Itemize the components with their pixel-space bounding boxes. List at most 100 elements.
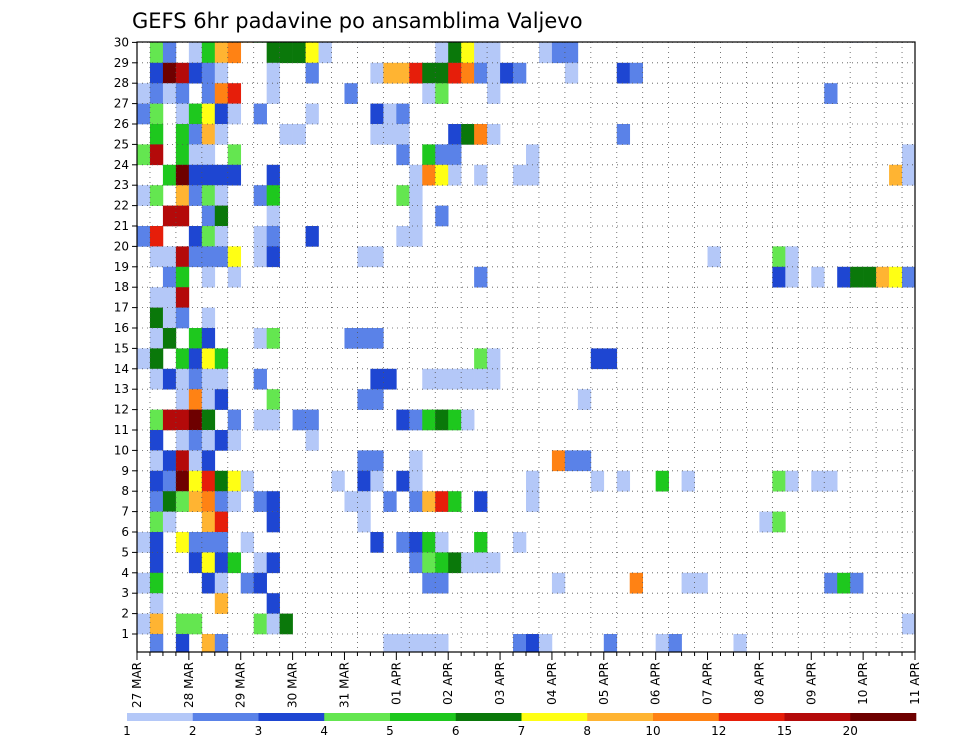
heatmap-cell [214,552,229,574]
x-tick-label: 02 APR [441,662,455,705]
heatmap-cell [396,185,410,206]
heatmap-cell [149,593,164,614]
heatmap-cell [201,389,216,410]
heatmap-cell [188,226,203,247]
heatmap-cell [902,266,916,288]
heatmap-cell [175,634,190,653]
heatmap-cell [305,430,319,451]
heatmap-cell [227,470,242,492]
heatmap-cell [474,348,488,370]
heatmap-cell [214,164,229,186]
heatmap-cell [396,226,410,247]
heatmap-cell [292,409,306,431]
heatmap-cell [214,593,229,614]
heatmap-cell [590,470,605,492]
heatmap-cell [188,430,203,451]
x-tick-label: 01 APR [389,662,403,705]
heatmap-cell [201,409,216,431]
heatmap-cell [409,470,423,492]
heatmap-cell [266,613,280,635]
heatmap-cell [409,185,423,206]
heatmap-cell [175,450,190,472]
x-tick-label: 08 APR [752,662,766,705]
heatmap-cell [422,83,436,104]
heatmap-cell [357,511,371,533]
heatmap-cell [357,491,371,512]
heatmap-cell [201,83,216,104]
heatmap-cell [201,552,216,574]
colorbar-label: 15 [777,724,792,738]
heatmap-cell [461,409,475,431]
heatmap-cell [824,470,838,492]
heatmap-cell [162,62,177,84]
y-tick-label: 17 [114,301,129,315]
heatmap-cell [318,42,332,64]
heatmap-cell [422,62,436,84]
heatmap-cell [590,348,605,370]
heatmap-cell [305,226,319,247]
heatmap-cell [175,613,190,635]
heatmap-cell [149,103,164,125]
heatmap-cell [175,246,190,268]
heatmap-cell [201,62,216,84]
heatmap-cell [188,185,203,206]
heatmap-cell [266,409,280,431]
heatmap-cell [175,389,190,410]
heatmap-cell [227,409,242,431]
heatmap-cell [162,491,177,512]
heatmap-cell [201,124,216,145]
heatmap-cell [175,287,190,308]
heatmap-cell [188,42,203,64]
heatmap-cell [162,470,177,492]
heatmap-cell [162,205,177,227]
heatmap-cell [435,205,449,227]
x-tick-label: 28 MAR [182,662,196,708]
heatmap-cell [227,246,242,268]
heatmap-cell [824,83,838,104]
colorbar-swatch [324,713,391,721]
heatmap-cell [149,552,164,574]
heatmap-cell [889,164,903,186]
heatmap-cell [279,124,293,145]
heatmap-cell [162,409,177,431]
heatmap-cell [137,613,151,635]
heatmap-cell [409,552,423,574]
heatmap-cell [409,450,423,472]
heatmap-cell [474,368,488,390]
y-tick-label: 23 [114,178,129,192]
heatmap-cell [461,42,475,64]
heatmap-cell [448,144,462,166]
heatmap-cell [564,42,579,64]
heatmap-cell [227,266,242,288]
heatmap-cell [214,511,229,533]
heatmap-cell [240,532,254,553]
heatmap-cell [253,572,267,594]
heatmap-cell [409,164,423,186]
heatmap-cell [188,348,203,370]
heatmap-cell [253,226,267,247]
heatmap-cell [162,368,177,390]
heatmap-cell [253,491,267,512]
heatmap-cell [214,226,229,247]
heatmap-cell [149,307,164,329]
heatmap-cell [201,491,216,512]
heatmap-cell [487,62,501,84]
heatmap-cell [137,532,151,553]
heatmap-cell [188,368,203,390]
heatmap-cell [214,389,229,410]
heatmap-cell [422,572,436,594]
heatmap-cell [409,491,423,512]
heatmap-cell [137,83,151,104]
heatmap-cell [214,103,229,125]
y-tick-label: 12 [114,403,129,417]
grid-lines [137,42,915,652]
heatmap-cell [331,470,345,492]
heatmap-cell [370,124,384,145]
heatmap-cell [201,226,216,247]
heatmap-cell [305,62,319,84]
heatmap-cell [383,103,397,125]
heatmap-cell [266,226,280,247]
heatmap-cell [526,144,540,166]
y-tick-label: 29 [114,56,129,70]
heatmap-cell [526,491,540,512]
